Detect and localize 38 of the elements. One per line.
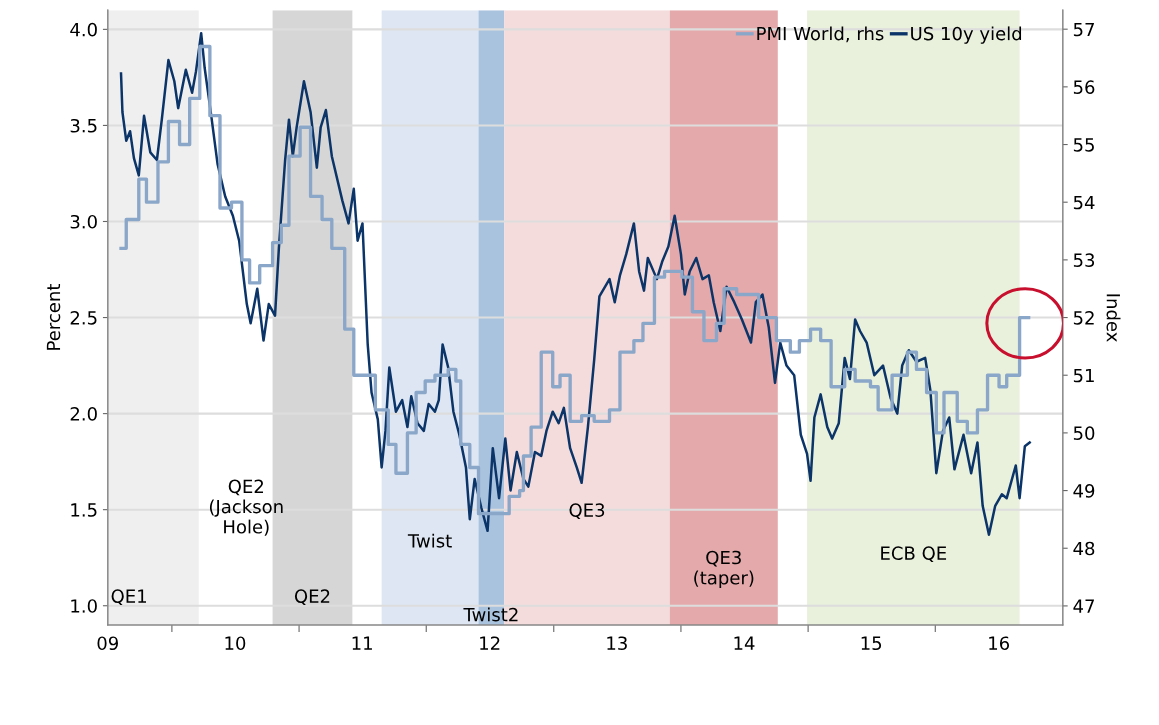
y-tick-label: 1.5: [71, 503, 97, 517]
y-tick-label: 2.5: [70, 311, 97, 325]
x-tick-label: 09: [97, 636, 118, 651]
y2-tick-label: 47: [1073, 599, 1094, 613]
band-label: QE2: [294, 589, 330, 606]
band-label: Twist2: [463, 607, 518, 622]
y-axis-title: Percent: [46, 284, 61, 350]
legend-label: PMI World, rhs: [757, 26, 884, 43]
y2-tick-label: 54: [1073, 195, 1095, 210]
x-tick-label: 15: [861, 636, 882, 651]
x-tick-label: 12: [480, 636, 500, 650]
annotation: QE2 (Jackson Hole): [209, 479, 283, 536]
y2-tick-label: 57: [1073, 22, 1094, 37]
y2-tick-label: 53: [1073, 253, 1095, 267]
y2-tick-label: 56: [1073, 80, 1095, 94]
band-label: QE1: [111, 589, 147, 606]
legend-label: US 10y yield: [911, 26, 1022, 44]
y2-axis-title: Index: [1106, 294, 1121, 342]
band-label: QE3 (taper): [694, 550, 754, 589]
band-label: Twist: [407, 533, 452, 548]
y-tick-label: 1.0: [71, 599, 97, 613]
y-tick-label: 4.0: [70, 22, 97, 37]
y2-tick-label: 49: [1073, 484, 1095, 498]
x-tick-label: 16: [989, 636, 1010, 651]
band-label: ECB QE: [881, 546, 947, 563]
y2-tick-label: 50: [1073, 426, 1095, 441]
x-tick-label: 10: [225, 636, 246, 651]
y-tick-label: 3.5: [70, 118, 97, 133]
y2-tick-label: 55: [1073, 138, 1094, 152]
x-tick-label: 11: [352, 636, 372, 650]
y2-tick-label: 51: [1073, 368, 1094, 383]
band-label: QE3: [569, 503, 605, 520]
y-tick-label: 2.0: [70, 407, 97, 421]
y2-tick-label: 52: [1073, 311, 1094, 325]
y2-tick-label: 48: [1073, 541, 1095, 556]
y-tick-label: 3.0: [70, 214, 97, 229]
x-tick-label: 14: [734, 636, 755, 650]
x-tick-label: 13: [607, 636, 627, 651]
